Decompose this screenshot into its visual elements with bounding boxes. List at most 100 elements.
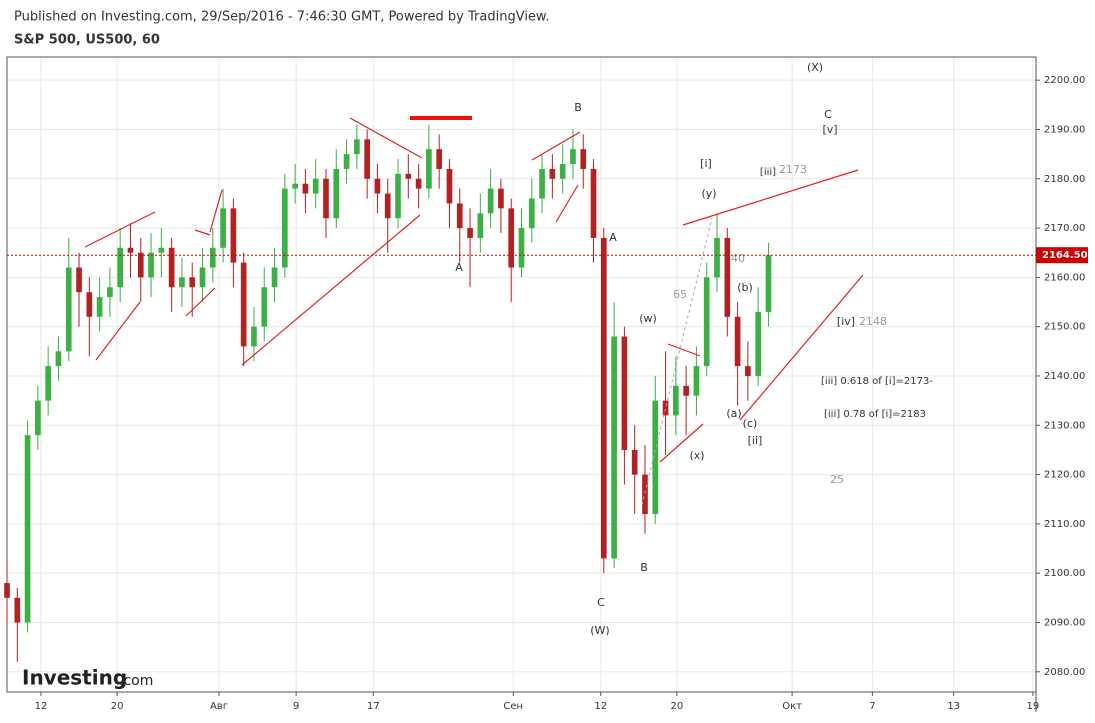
annotations: (X) C [v] B [i] [iii] 2173 (y) A A 40 65 (b) (w) [iv] 2… xyxy=(455,61,933,637)
candle-body xyxy=(292,183,298,189)
candle-body xyxy=(395,173,401,219)
candle-body xyxy=(220,208,226,248)
y-tick-label: 2160.00 xyxy=(1044,272,1085,283)
last-price-label: 2164.50 xyxy=(1042,250,1088,261)
candle-body xyxy=(539,168,545,199)
trend-line xyxy=(682,169,859,226)
candle-body xyxy=(642,474,648,515)
trend-line xyxy=(84,211,156,248)
candle-body xyxy=(467,228,473,238)
wave-label: [i] xyxy=(700,157,712,170)
wave-label: [v] xyxy=(822,123,837,136)
x-tick-label: 12 xyxy=(594,701,607,712)
wave-label: [iv] xyxy=(837,315,855,328)
wave-label: 25 xyxy=(830,473,844,486)
candle-body xyxy=(65,267,72,352)
candle-body xyxy=(415,178,422,189)
drawings xyxy=(84,116,864,506)
trend-line xyxy=(555,184,579,223)
candle-body xyxy=(364,139,370,179)
candle-body xyxy=(323,178,329,219)
wave-label: B xyxy=(640,561,648,574)
candle-body xyxy=(652,400,659,515)
wave-label: (X) xyxy=(807,61,823,74)
candle-body xyxy=(35,400,41,436)
candle-body xyxy=(477,213,484,238)
candle-body xyxy=(683,385,689,396)
candle-body xyxy=(662,400,669,416)
wave-label: [iii] 0.78 of [i]=2183 xyxy=(824,409,926,420)
candle-body xyxy=(436,149,443,169)
candle-body xyxy=(137,252,144,278)
wave-label: (a) xyxy=(726,407,741,420)
candle-body xyxy=(55,351,62,367)
x-tick-label: 7 xyxy=(869,701,875,712)
candle-body xyxy=(282,188,288,268)
wave-label: (c) xyxy=(743,417,758,430)
x-tick-label: 12 xyxy=(35,701,48,712)
candle-body xyxy=(343,154,350,169)
trend-line xyxy=(95,301,141,361)
candle-body xyxy=(446,168,453,204)
logo-brand: Investing xyxy=(22,666,127,690)
candle-body xyxy=(45,366,51,401)
trend-line xyxy=(241,214,421,366)
wave-label: 2173 xyxy=(779,163,807,176)
candle-body xyxy=(384,193,391,219)
candle-body xyxy=(14,597,21,623)
wave-label: (b) xyxy=(737,281,753,294)
candle-body xyxy=(261,287,268,327)
candle-body xyxy=(745,366,751,376)
candles xyxy=(4,124,772,662)
candle-body xyxy=(271,267,278,288)
candle-body xyxy=(631,449,638,475)
candle-body xyxy=(230,208,237,263)
candle-body xyxy=(580,149,587,169)
x-tick-label: 9 xyxy=(293,701,299,712)
candle-body xyxy=(487,188,494,214)
candle-body xyxy=(724,237,731,317)
candle-body xyxy=(734,316,741,367)
wave-label: C xyxy=(597,596,605,609)
trend-line xyxy=(659,423,704,463)
candle-body xyxy=(508,208,515,268)
candle-body xyxy=(107,287,113,298)
candle-body xyxy=(209,247,216,268)
x-tick-label: 20 xyxy=(671,701,684,712)
candle-body xyxy=(4,583,10,598)
x-tick-label: 13 xyxy=(947,701,960,712)
trend-line xyxy=(739,274,864,421)
candle-body xyxy=(333,168,340,219)
candle-body xyxy=(148,252,154,278)
candle-body xyxy=(426,149,432,189)
x-tick-label: Окт xyxy=(782,701,802,712)
candle-body xyxy=(251,326,257,347)
candle-body xyxy=(96,297,103,317)
candle-body xyxy=(302,183,309,194)
candle-body xyxy=(611,336,617,559)
candle-body xyxy=(600,237,607,559)
candle-body xyxy=(498,188,504,209)
y-tick-label: 2150.00 xyxy=(1044,322,1085,333)
x-tick-label: Сен xyxy=(503,701,523,712)
y-tick-label: 2130.00 xyxy=(1044,420,1085,431)
wave-label: C xyxy=(824,108,832,121)
candle-body xyxy=(693,366,700,396)
fib-line xyxy=(641,217,713,506)
candle-body xyxy=(24,435,31,623)
wave-label: 65 xyxy=(673,288,687,301)
candle-body xyxy=(354,139,360,155)
wave-label: 2148 xyxy=(859,315,887,328)
logo-suffix: .com xyxy=(119,673,153,689)
candle-body xyxy=(405,173,412,179)
candle-body xyxy=(86,292,93,317)
candle-body xyxy=(456,203,463,229)
grid xyxy=(7,57,1036,692)
y-tick-label: 2090.00 xyxy=(1044,617,1085,628)
candle-body xyxy=(703,277,710,367)
candle-body xyxy=(621,336,628,450)
candle-body xyxy=(765,255,772,312)
trend-line xyxy=(349,117,423,159)
candle-body xyxy=(755,311,761,376)
